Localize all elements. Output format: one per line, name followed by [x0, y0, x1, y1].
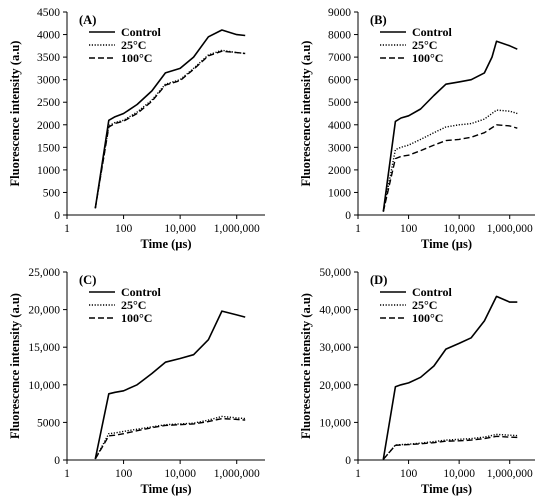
y-tick-label: 1500 — [37, 142, 60, 154]
y-axis-title: Fluorescence intensity (a.u) — [8, 41, 22, 187]
legend-label: Control — [121, 25, 161, 39]
y-tick-label: 2500 — [37, 97, 60, 109]
series-line-solid — [94, 310, 246, 460]
legend-label: 100°C — [412, 51, 443, 65]
y-tick-label: 1000 — [328, 187, 351, 199]
x-tick-label: 1,000,000 — [487, 223, 533, 235]
legend-label: 25°C — [121, 298, 146, 312]
series-line-dashed — [94, 50, 246, 209]
series-line-solid — [382, 40, 518, 212]
x-tick-label: 1 — [355, 223, 361, 235]
legend-label: Control — [121, 285, 161, 299]
x-axis-title: Time (µs) — [421, 482, 472, 496]
x-tick-label: 1 — [355, 468, 361, 480]
x-axis-title: Time (µs) — [421, 237, 472, 251]
y-axis-title: Fluorescence intensity (a.u) — [299, 293, 313, 439]
panel-label: (C) — [79, 273, 96, 287]
series-line-dotted — [382, 433, 518, 460]
x-tick-label: 100 — [115, 468, 133, 480]
x-tick-label: 10,000 — [164, 468, 196, 480]
y-tick-label: 30,000 — [319, 342, 351, 354]
y-tick-label: 9000 — [328, 7, 351, 19]
legend-label: Control — [412, 25, 452, 39]
legend-label: 100°C — [121, 51, 152, 65]
y-tick-label: 20,000 — [319, 380, 351, 392]
chart-panel: 0 1000 2000 3000 4000 5000 6000 7000 8000 9000 1 10… — [299, 7, 535, 251]
x-tick-label: 1,000,000 — [214, 468, 260, 480]
x-tick-label: 1,000,000 — [214, 223, 260, 235]
legend-label: 25°C — [412, 298, 437, 312]
y-tick-label: 50,000 — [319, 267, 351, 279]
x-tick-label: 1 — [64, 223, 70, 235]
series-line-dotted — [94, 49, 246, 209]
legend-label: Control — [412, 285, 452, 299]
panel-label: (B) — [370, 13, 387, 27]
y-axis-title: Fluorescence intensity (a.u) — [8, 293, 22, 439]
legend-label: 25°C — [412, 38, 437, 52]
y-tick-label: 3000 — [37, 75, 60, 87]
x-tick-label: 10,000 — [164, 223, 196, 235]
x-axis-title: Time (µs) — [140, 482, 191, 496]
x-tick-label: 1 — [64, 468, 70, 480]
y-tick-label: 25,000 — [28, 267, 60, 279]
y-tick-label: 15,000 — [28, 342, 60, 354]
series-line-dashed — [94, 417, 246, 460]
chart-panel: 0 5000 10,000 15,000 20,000 25,000 1 100 10,000 1… — [8, 267, 265, 496]
series-line-solid — [94, 29, 246, 209]
y-tick-label: 4000 — [328, 120, 351, 132]
x-tick-label: 10,000 — [443, 468, 475, 480]
y-tick-label: 4500 — [37, 7, 60, 19]
y-tick-label: 20,000 — [28, 305, 60, 317]
legend-label: 100°C — [412, 311, 443, 325]
y-tick-label: 1000 — [37, 165, 60, 177]
series-line-dashed — [382, 435, 518, 460]
y-tick-label: 0 — [54, 455, 60, 467]
x-tick-label: 1,000,000 — [487, 468, 533, 480]
series-line-dotted — [94, 415, 246, 460]
chart-panel: 0 500 1000 1500 2000 2500 3000 3500 4000 4500 1 100… — [8, 7, 265, 251]
y-tick-label: 500 — [43, 187, 61, 199]
x-tick-label: 100 — [400, 468, 418, 480]
series-line-solid — [382, 295, 518, 460]
y-tick-label: 3500 — [37, 52, 60, 64]
y-axis-title: Fluorescence intensity (a.u) — [299, 41, 313, 187]
x-tick-label: 100 — [400, 223, 418, 235]
panel-label: (A) — [79, 13, 96, 27]
series-line-dotted — [382, 109, 518, 212]
series-line-dashed — [382, 124, 518, 212]
y-tick-label: 2000 — [37, 120, 60, 132]
y-tick-label: 0 — [345, 210, 351, 222]
y-tick-label: 10,000 — [319, 417, 351, 429]
y-tick-label: 40,000 — [319, 305, 351, 317]
y-tick-label: 8000 — [328, 30, 351, 42]
legend-label: 100°C — [121, 311, 152, 325]
y-tick-label: 0 — [54, 210, 60, 222]
x-tick-label: 100 — [115, 223, 133, 235]
y-tick-label: 10,000 — [28, 380, 60, 392]
y-tick-label: 2000 — [328, 165, 351, 177]
legend-label: 25°C — [121, 38, 146, 52]
y-tick-label: 5000 — [37, 417, 60, 429]
y-tick-label: 6000 — [328, 75, 351, 87]
y-tick-label: 7000 — [328, 52, 351, 64]
y-tick-label: 5000 — [328, 97, 351, 109]
x-axis-title: Time (µs) — [140, 237, 191, 251]
chart-panel: 0 10,000 20,000 30,000 40,000 50,000 1 100 10,00… — [299, 267, 535, 496]
panel-label: (D) — [370, 273, 387, 287]
y-tick-label: 4000 — [37, 30, 60, 42]
y-tick-label: 0 — [345, 455, 351, 467]
x-tick-label: 10,000 — [443, 223, 475, 235]
y-tick-label: 3000 — [328, 142, 351, 154]
